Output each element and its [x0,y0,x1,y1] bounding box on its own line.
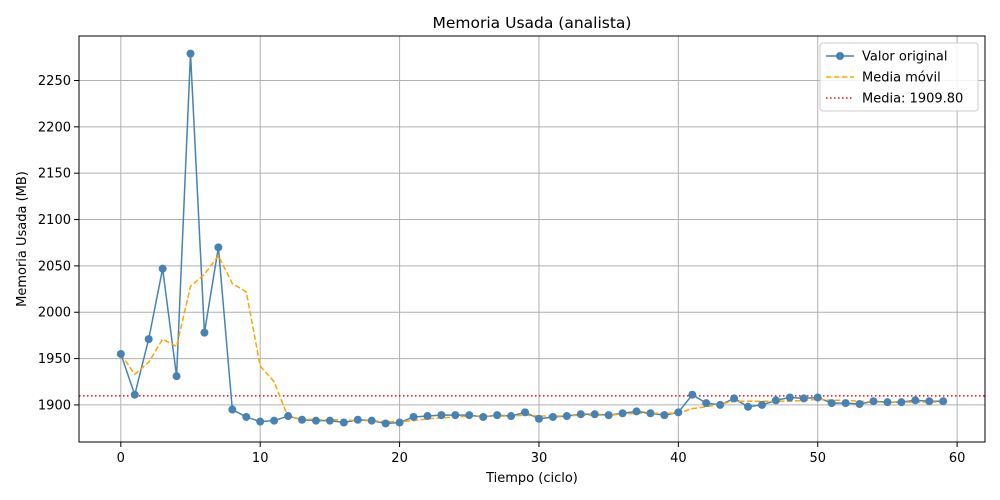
data-point [855,399,864,408]
data-point [897,398,906,407]
data-point [618,409,627,418]
data-point [451,411,460,420]
data-point [353,415,362,424]
data-point [604,411,613,420]
data-point [200,328,209,337]
data-point [339,418,348,427]
data-point [590,410,599,419]
data-point [911,396,920,405]
data-point [493,411,502,420]
data-point [284,412,293,421]
data-point [298,415,307,424]
data-point [423,412,432,421]
data-point [939,397,948,406]
legend-label-valor-original: Valor original [862,50,947,65]
y-tick-label: 1950 [38,352,71,367]
y-tick-label: 2250 [38,74,71,89]
data-point [562,412,571,421]
data-point [744,402,753,411]
x-axis-label: Tiempo (ciclo) [485,471,578,486]
data-point [381,419,390,428]
data-point [116,349,125,358]
data-point [172,372,181,381]
chart-title: Memoria Usada (analista) [433,14,632,32]
data-point [869,397,878,406]
data-point [827,399,836,408]
data-point [771,396,780,405]
data-point [479,412,488,421]
data-point [395,418,404,427]
legend-label-media-movil: Media móvil [862,71,941,86]
data-point [799,394,808,403]
data-point [716,400,725,409]
data-point [507,412,516,421]
data-point [813,393,822,402]
data-point [228,405,237,414]
data-point [702,399,711,408]
data-point [730,394,739,403]
data-point [688,390,697,399]
data-point [785,393,794,402]
x-gridlines [120,36,958,442]
x-tick-label: 40 [670,451,687,466]
y-tick-label: 2050 [38,259,71,274]
data-point [521,408,530,417]
legend: Valor original Media móvil Media: 1909.8… [819,42,979,112]
data-point [325,416,334,425]
data-point [130,390,139,399]
data-point [437,411,446,420]
data-point [409,412,418,421]
data-point [367,416,376,425]
data-point [757,400,766,409]
data-point [186,49,195,58]
y-axis-label: Memoria Usada (MB) [15,171,30,307]
x-tick-label: 50 [809,451,826,466]
y-tick-label: 2150 [38,167,71,182]
x-tick-label: 0 [117,451,125,466]
data-point [270,416,279,425]
x-tick-label: 20 [391,451,408,466]
x-tick-label: 30 [531,451,548,466]
data-point [465,411,474,420]
data-point [242,412,251,421]
data-point [548,412,557,421]
data-point [534,414,543,423]
data-point [256,417,265,426]
data-point [646,409,655,418]
data-point [925,397,934,406]
legend-marker-valor-original [836,52,844,60]
data-point [311,416,320,425]
data-point [576,410,585,419]
x-tick-label: 60 [949,451,966,466]
data-point [632,407,641,416]
data-point [144,335,153,344]
series-layer [79,49,985,428]
legend-label-media: Media: 1909.80 [862,92,963,107]
data-point [674,408,683,417]
y-tick-label: 2100 [38,213,71,228]
y-tick-label: 2000 [38,306,71,321]
plot-frame [78,35,986,443]
data-point [660,411,669,420]
y-axis-ticks: 1900 1950 2000 2050 2100 2150 2200 2250 [38,74,79,413]
data-point [214,243,223,252]
y-tick-label: 2200 [38,120,71,135]
x-axis-ticks: 0 10 20 30 40 50 60 [117,442,966,466]
legend-box [819,42,979,112]
y-tick-label: 1900 [38,398,71,413]
data-point [883,398,892,407]
x-tick-label: 10 [252,451,269,466]
data-point [841,399,850,408]
data-point [158,264,167,273]
